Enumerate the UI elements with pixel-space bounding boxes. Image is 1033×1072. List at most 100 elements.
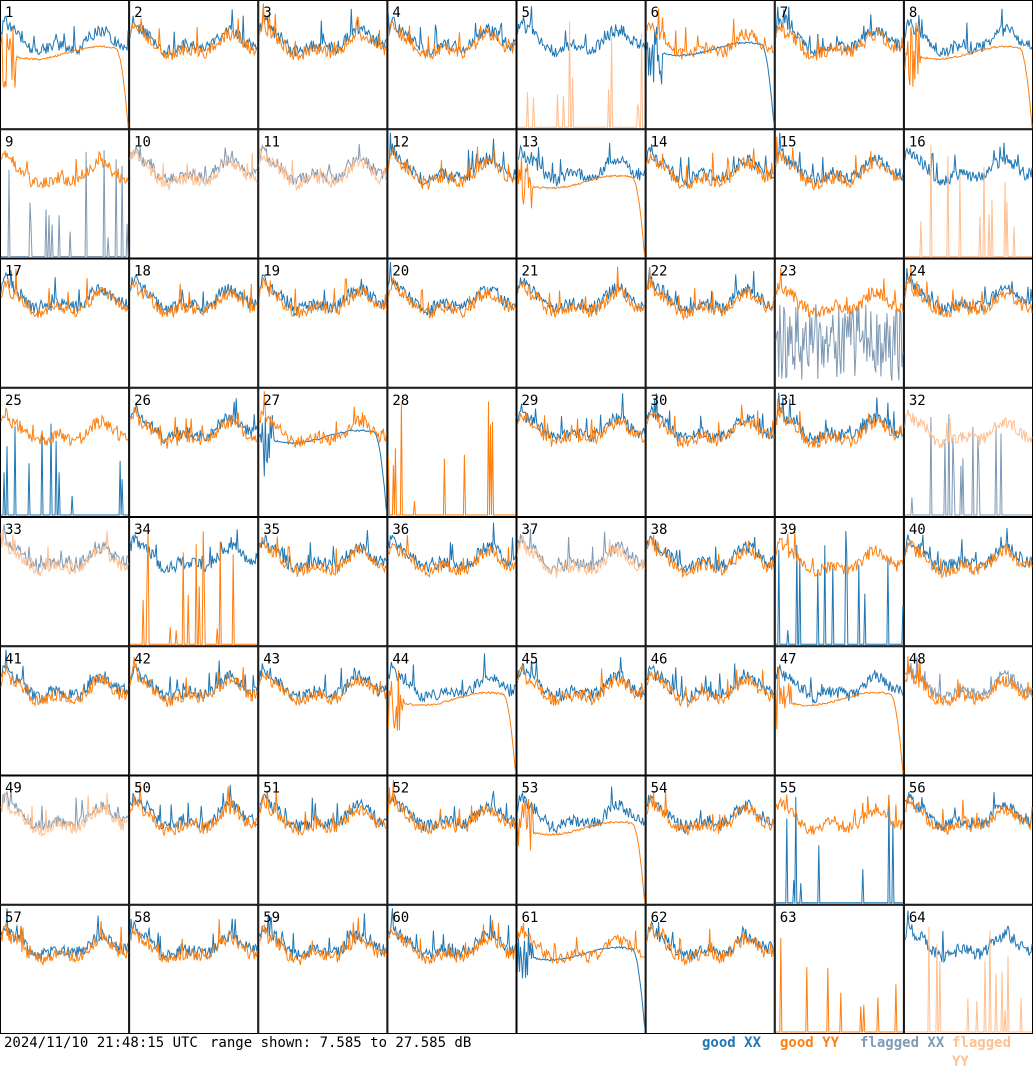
trace-good-xx: [0, 15, 129, 56]
panel-frame: [516, 129, 646, 259]
trace-good-yy: [129, 656, 258, 708]
panel-43: 43: [258, 646, 388, 776]
trace-good-yy: [775, 794, 904, 835]
trace-flagged-yy: [904, 144, 1032, 257]
trace-good-yy: [775, 667, 904, 774]
trace-good-yy: [387, 401, 516, 516]
trace-flagged-yy: [0, 792, 129, 838]
panel-23: 23: [774, 258, 904, 388]
panel-label: 43: [263, 651, 280, 667]
panel-label: 52: [392, 781, 409, 797]
panel-frame: [774, 129, 904, 259]
trace-good-yy: [0, 407, 129, 447]
panel-frame: [516, 0, 646, 130]
panel-frame: [903, 387, 1033, 517]
trace-good-xx: [775, 796, 903, 904]
panel-24: 24: [903, 258, 1033, 388]
legend-good-yy: good YY: [780, 1035, 840, 1051]
panel-46: 46: [645, 646, 775, 776]
panel-label: 48: [909, 651, 926, 667]
timestamp: 2024/11/10 21:48:15 UTC: [4, 1035, 198, 1051]
panel-label: 59: [263, 910, 280, 926]
panel-25: 25: [0, 387, 130, 517]
panel-frame: [0, 129, 130, 259]
trace-good-yy: [129, 919, 258, 963]
trace-flagged-xx: [1, 149, 129, 257]
panel-label: 22: [651, 264, 668, 280]
trace-good-yy: [387, 920, 516, 965]
panel-label: 33: [5, 522, 22, 538]
panel-7: 7: [774, 0, 904, 130]
panel-29: 29: [516, 387, 646, 517]
panel-label: 24: [909, 264, 926, 280]
panel-22: 22: [645, 258, 775, 388]
panel-26: 26: [129, 387, 259, 517]
trace-good-xx: [517, 6, 646, 58]
panel-label: 36: [392, 522, 409, 538]
panel-label: 64: [909, 910, 926, 926]
panel-27: 27: [258, 387, 388, 517]
trace-good-yy: [646, 404, 775, 448]
trace-good-yy: [258, 391, 387, 449]
trace-flagged-yy: [517, 534, 646, 578]
panel-label: 28: [392, 393, 409, 409]
panel-frame: [258, 646, 388, 776]
panel-53: 53: [516, 775, 646, 905]
trace-good-yy: [904, 795, 1033, 835]
panel-label: 11: [263, 134, 280, 150]
panel-frame: [645, 646, 775, 776]
panel-52: 52: [387, 775, 517, 905]
trace-good-xx: [904, 268, 1033, 316]
trace-good-xx: [387, 908, 516, 960]
panel-9: 9: [0, 129, 130, 259]
trace-good-yy: [646, 148, 775, 190]
trace-flagged-xx: [904, 413, 1032, 516]
panel-label: 35: [263, 522, 280, 538]
panel-frame: [903, 258, 1033, 388]
trace-good-xx: [904, 142, 1033, 186]
panel-label: 26: [134, 393, 151, 409]
trace-good-yy: [904, 539, 1033, 579]
panel-frame: [258, 258, 388, 388]
panel-label: 46: [651, 651, 668, 667]
panel-label: 37: [522, 522, 539, 538]
panel-49: 49: [0, 775, 130, 905]
panel-frame: [774, 646, 904, 776]
panel-frame: [258, 387, 388, 517]
panel-frame: [258, 775, 388, 905]
panel-2: 2: [129, 0, 259, 130]
panel-label: 40: [909, 522, 926, 538]
trace-good-xx: [129, 918, 258, 961]
panel-label: 17: [5, 264, 22, 280]
panel-1: 1: [0, 0, 130, 130]
trace-good-xx: [0, 270, 129, 317]
trace-good-xx: [646, 535, 775, 574]
trace-good-yy: [258, 786, 387, 836]
trace-good-xx: [387, 653, 516, 703]
panel-59: 59: [258, 904, 388, 1034]
panel-frame: [645, 0, 775, 130]
trace-flagged-yy: [904, 926, 1032, 1033]
panel-39: 39: [774, 517, 904, 647]
trace-flagged-xx: [775, 304, 904, 381]
trace-good-xx: [1, 423, 129, 516]
trace-good-xx: [129, 529, 258, 574]
panel-61: 61: [516, 904, 646, 1034]
panel-50: 50: [129, 775, 259, 905]
trace-good-yy: [904, 264, 1033, 318]
panel-8: 8: [903, 0, 1033, 130]
trace-good-xx: [775, 6, 904, 57]
panel-label: 30: [651, 393, 668, 409]
panel-frame: [774, 0, 904, 130]
trace-good-xx: [904, 8, 1033, 58]
panel-38: 38: [645, 517, 775, 647]
panel-label: 18: [134, 264, 151, 280]
legend-flagged-yy: flagged YY: [952, 1035, 1012, 1070]
panel-frame: [645, 775, 775, 905]
panel-frame: [129, 258, 259, 388]
panel-56: 56: [903, 775, 1033, 905]
trace-good-yy: [258, 671, 387, 707]
panel-frame: [258, 129, 388, 259]
panel-41: 41: [0, 646, 130, 776]
